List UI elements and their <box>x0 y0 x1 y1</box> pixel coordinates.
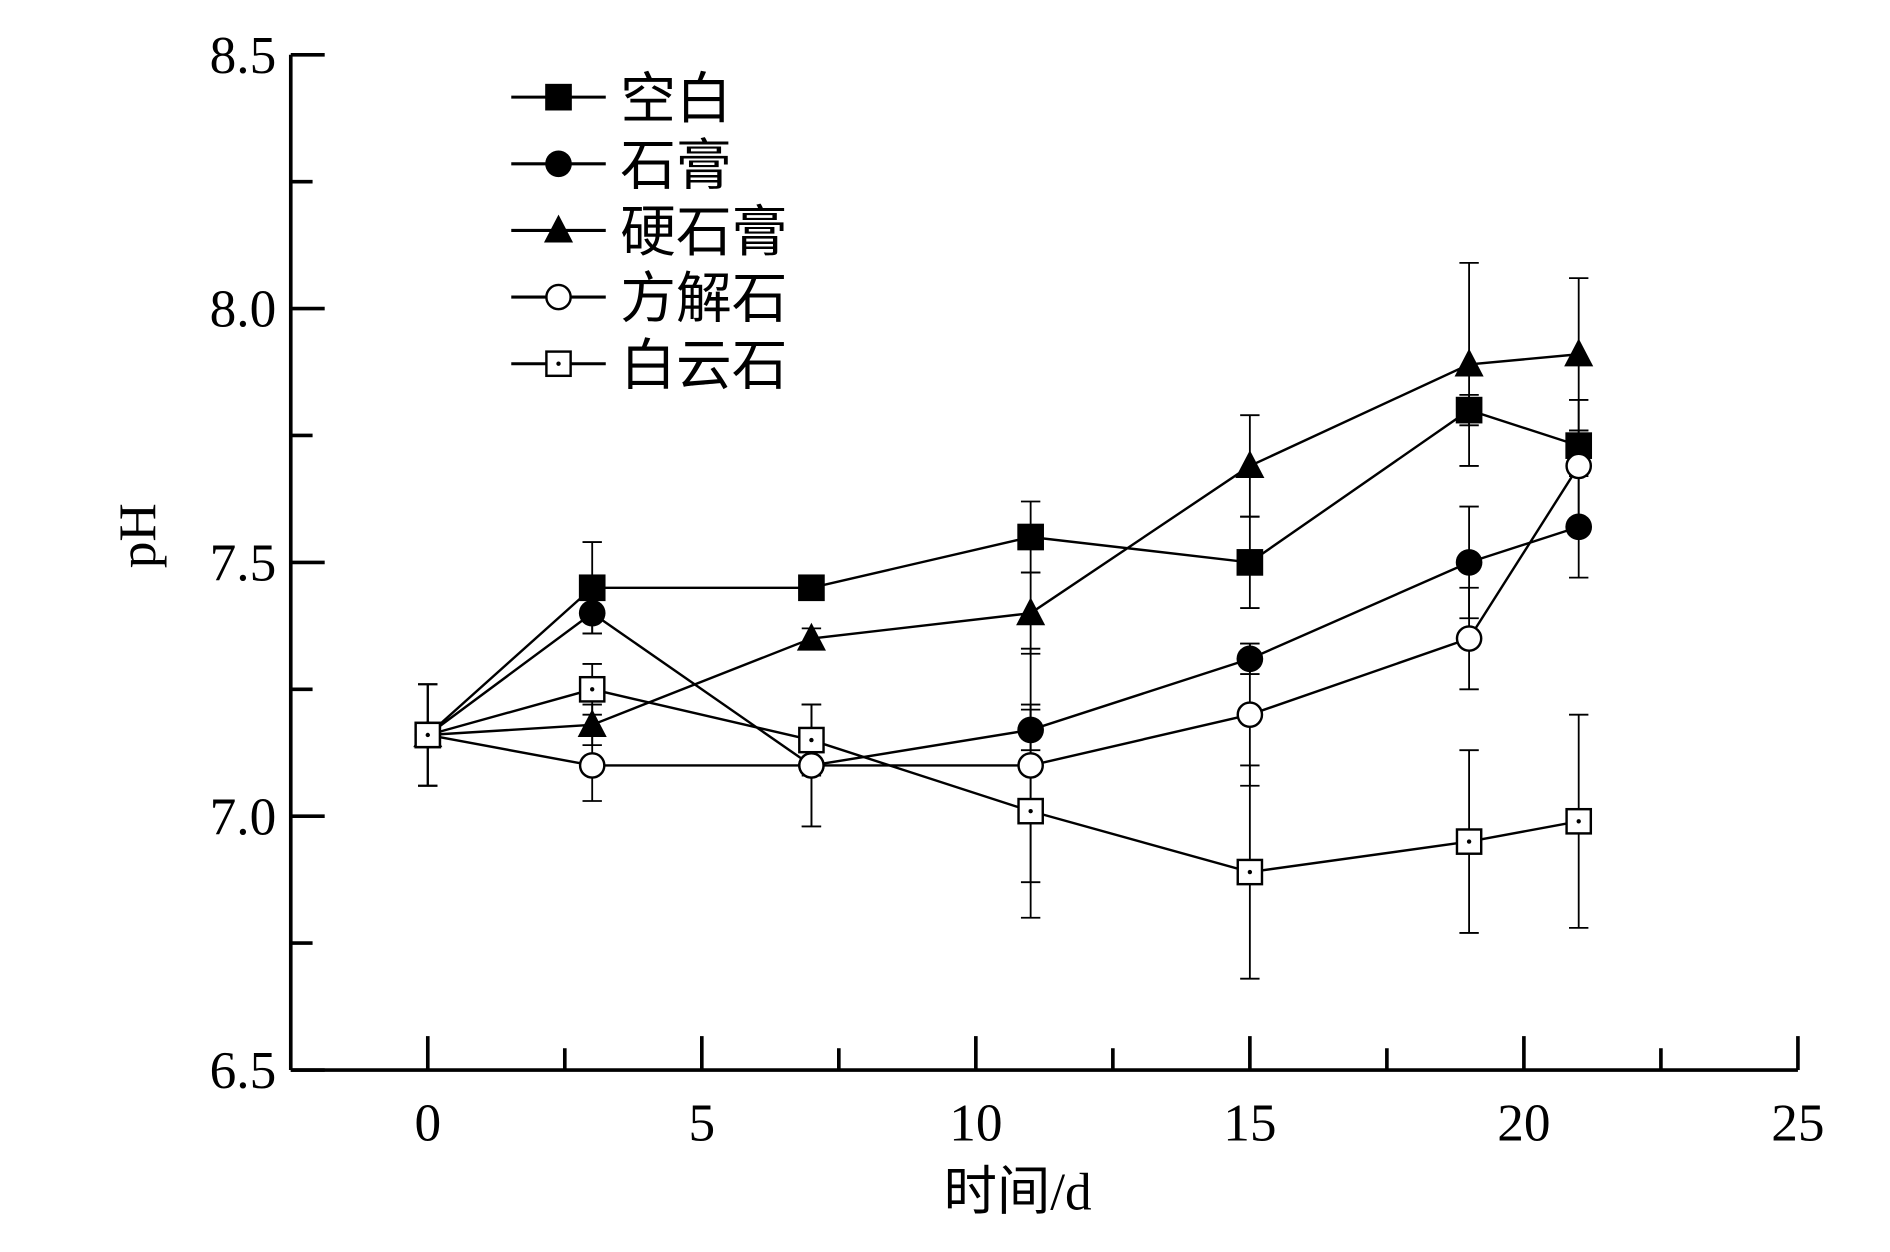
data-point-box <box>578 675 606 703</box>
x-tick-label: 10 <box>949 1093 1002 1152</box>
data-point <box>1016 597 1046 626</box>
data-point-dot <box>425 732 430 738</box>
data-point <box>578 599 606 627</box>
legend-item: 方解石 <box>511 269 787 331</box>
data-point <box>1565 807 1593 835</box>
data-point <box>1565 513 1593 541</box>
data-point <box>1455 549 1483 576</box>
data-point <box>1236 645 1264 673</box>
legend-item: 白云石 <box>511 335 787 397</box>
data-point-dot <box>1028 808 1033 814</box>
legend-label: 方解石 <box>620 269 787 331</box>
series-line-5 <box>427 688 1579 874</box>
y-tick-label: 8.0 <box>210 280 277 339</box>
data-point <box>1236 858 1264 886</box>
legend-marker <box>545 83 572 111</box>
data-point-dot <box>1247 869 1253 875</box>
axes: 6.5 7.0 7.5 8.0 8.5 0 5 10 15 20 25 <box>210 26 1825 1152</box>
data-point <box>1455 625 1483 652</box>
legend-label: 石膏 <box>620 135 731 197</box>
legend-marker <box>545 150 572 178</box>
y-tick-label: 7.0 <box>210 787 277 846</box>
data-point-dot <box>1466 839 1472 844</box>
x-tick-label: 15 <box>1223 1093 1276 1152</box>
legend-label: 白云石 <box>620 335 787 397</box>
legend-item: 石膏 <box>511 135 732 197</box>
data-point <box>1017 523 1044 551</box>
y-tick-label: 8.5 <box>210 26 277 85</box>
data-point <box>1017 797 1044 825</box>
data-point <box>578 752 606 779</box>
data-point <box>1236 549 1264 576</box>
data-point <box>1564 338 1594 367</box>
data-point <box>798 574 825 602</box>
data-point <box>798 752 825 779</box>
legend-label: 硬石膏 <box>620 202 787 264</box>
y-tick-label: 6.5 <box>210 1041 277 1100</box>
data-point-dot <box>590 687 595 692</box>
y-axis-label: pH <box>108 503 167 568</box>
legend-marker-box <box>545 350 572 378</box>
data-point <box>1017 752 1044 779</box>
data-point <box>1236 701 1264 729</box>
data-point <box>796 622 826 651</box>
x-tick-label: 20 <box>1497 1093 1550 1152</box>
data-point-dot <box>1576 819 1581 824</box>
legend-item: 硬石膏 <box>511 202 787 264</box>
data-point <box>1454 348 1484 377</box>
data-point <box>1017 716 1044 744</box>
x-tick-label: 25 <box>1771 1093 1824 1152</box>
data-point <box>1235 450 1265 479</box>
data-point <box>1455 828 1483 855</box>
series-markers <box>413 338 1594 886</box>
data-point <box>578 574 606 602</box>
legend-label: 空白 <box>620 69 731 131</box>
x-tick-label: 0 <box>414 1093 441 1152</box>
data-point <box>1565 452 1593 480</box>
data-point <box>798 726 825 754</box>
data-point <box>578 675 606 703</box>
x-tick-label: 5 <box>688 1093 715 1152</box>
data-point-dot <box>809 737 814 743</box>
legend-marker <box>545 350 572 378</box>
legend-marker <box>545 283 572 311</box>
data-point <box>414 721 442 749</box>
data-point <box>577 709 607 737</box>
legend-marker <box>543 214 574 243</box>
x-axis-label: 时间/d <box>944 1162 1092 1221</box>
legend-marker-dot <box>556 361 561 366</box>
data-point <box>1455 396 1483 424</box>
y-tick-label: 7.5 <box>210 534 277 593</box>
legend-item: 空白 <box>511 69 732 131</box>
